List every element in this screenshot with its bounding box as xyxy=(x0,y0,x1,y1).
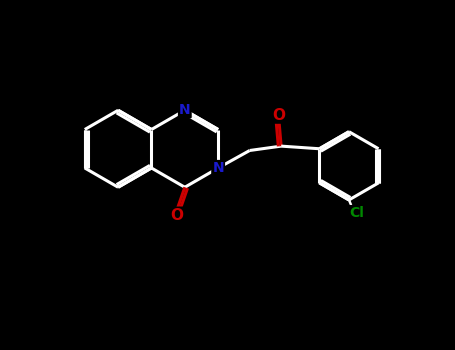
Text: N: N xyxy=(179,103,191,117)
Text: O: O xyxy=(171,208,183,223)
Text: Cl: Cl xyxy=(349,206,364,220)
Text: O: O xyxy=(273,107,285,122)
Text: N: N xyxy=(212,161,224,175)
